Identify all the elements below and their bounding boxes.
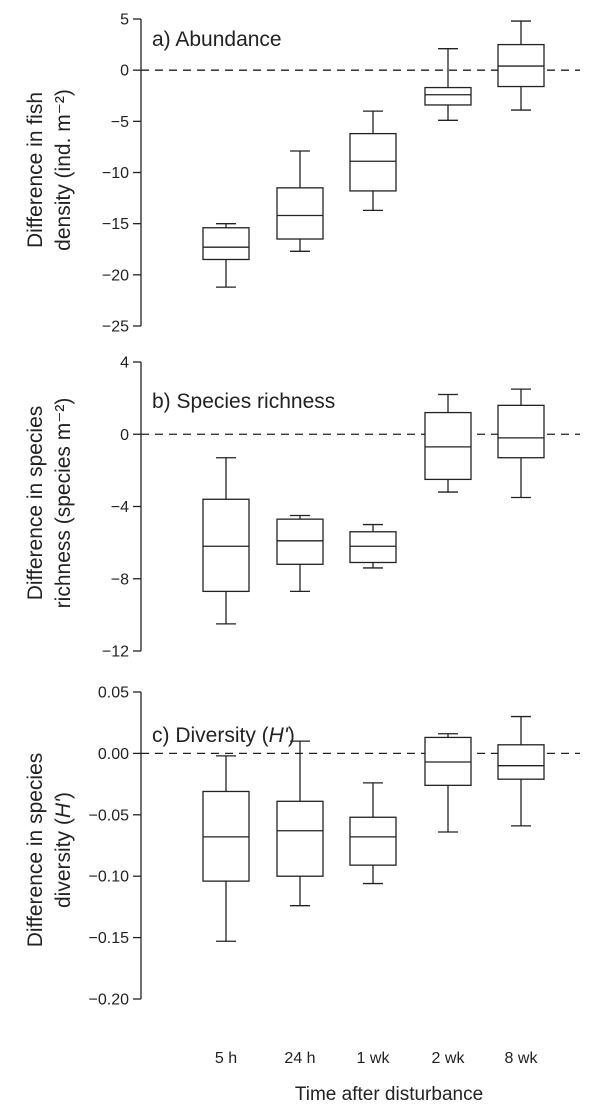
y-tick-label: −5 (111, 114, 129, 131)
box-5h (202, 457, 250, 625)
y-tick-label: −0.20 (89, 992, 130, 1009)
y-tick-label: 0 (120, 427, 129, 444)
iqr-box (276, 518, 324, 565)
box-5h (202, 223, 250, 288)
y-tick-label: −15 (102, 216, 129, 233)
box-24h (276, 514, 324, 593)
iqr-box (349, 816, 397, 866)
panel-diversity: c) Diversity (H') Difference in species … (24, 685, 580, 1105)
box-24h (276, 150, 324, 252)
y-axis-label-richness-line2: richness (species m⁻²) (52, 398, 75, 609)
iqr-box (276, 800, 324, 877)
y-tick-label: −20 (102, 267, 129, 284)
panel-title-species-richness: b) Species richness (152, 390, 335, 413)
y-tick-label: −25 (102, 319, 129, 336)
x-tick-label: 8 wk (505, 1050, 539, 1067)
iqr-box (276, 187, 324, 240)
box-8wk (497, 388, 545, 499)
box-1wk (349, 110, 397, 212)
y-tick-label: −0.05 (89, 807, 130, 824)
box-2wk (424, 48, 472, 121)
x-tick-label: 2 wk (432, 1050, 466, 1067)
x-tick-label: 1 wk (357, 1050, 391, 1067)
y-tick-label: 5 (120, 12, 129, 29)
y-axis-label-diversity-line2: diversity (H') (52, 792, 75, 908)
x-tick-label: 24 h (284, 1050, 315, 1067)
iqr-box (497, 744, 545, 780)
y-tick-label: 0.00 (98, 746, 129, 763)
y-tick-label: −0.15 (89, 930, 130, 947)
y-tick-label: −4 (111, 499, 129, 516)
panel-species-richness: b) Species richness Difference in specie… (24, 355, 580, 661)
y-axis-label-abundance-line2: density (ind. m⁻²) (52, 89, 75, 251)
iqr-box (349, 132, 397, 192)
y-tick-label: −12 (102, 644, 129, 661)
iqr-box (424, 411, 472, 481)
box-5h (202, 755, 250, 942)
y-axis-label-abundance-line1: Difference in fish (24, 92, 47, 248)
y-tick-label: 0.05 (98, 685, 129, 702)
y-tick-label: −0.10 (89, 869, 130, 886)
y-tick-label: 0 (120, 63, 129, 80)
x-tick-label: 5 h (215, 1050, 237, 1067)
box-24h (276, 740, 324, 907)
y-axis-label-diversity-line1: Difference in species (24, 753, 47, 948)
box-2wk (424, 393, 472, 493)
y-tick-label: −8 (111, 571, 129, 588)
panel-title-abundance: a) Abundance (152, 28, 282, 51)
y-axis-label-richness-line1: Difference in species (24, 406, 47, 601)
iqr-box (424, 86, 472, 106)
iqr-box (202, 498, 250, 593)
iqr-box (497, 404, 545, 459)
iqr-box (349, 531, 397, 564)
panel-title-diversity: c) Diversity (H') (152, 724, 295, 747)
y-tick-label: 4 (120, 355, 129, 372)
iqr-box (202, 227, 250, 261)
x-axis-label: Time after disturbance (295, 1084, 483, 1105)
box-1wk (349, 523, 397, 569)
y-tick-label: −10 (102, 165, 129, 182)
box-8wk (497, 715, 545, 827)
panel-abundance: a) Abundance Difference in fish density … (24, 12, 580, 336)
box-8wk (497, 20, 545, 111)
box-2wk (424, 733, 472, 833)
box-1wk (349, 782, 397, 885)
